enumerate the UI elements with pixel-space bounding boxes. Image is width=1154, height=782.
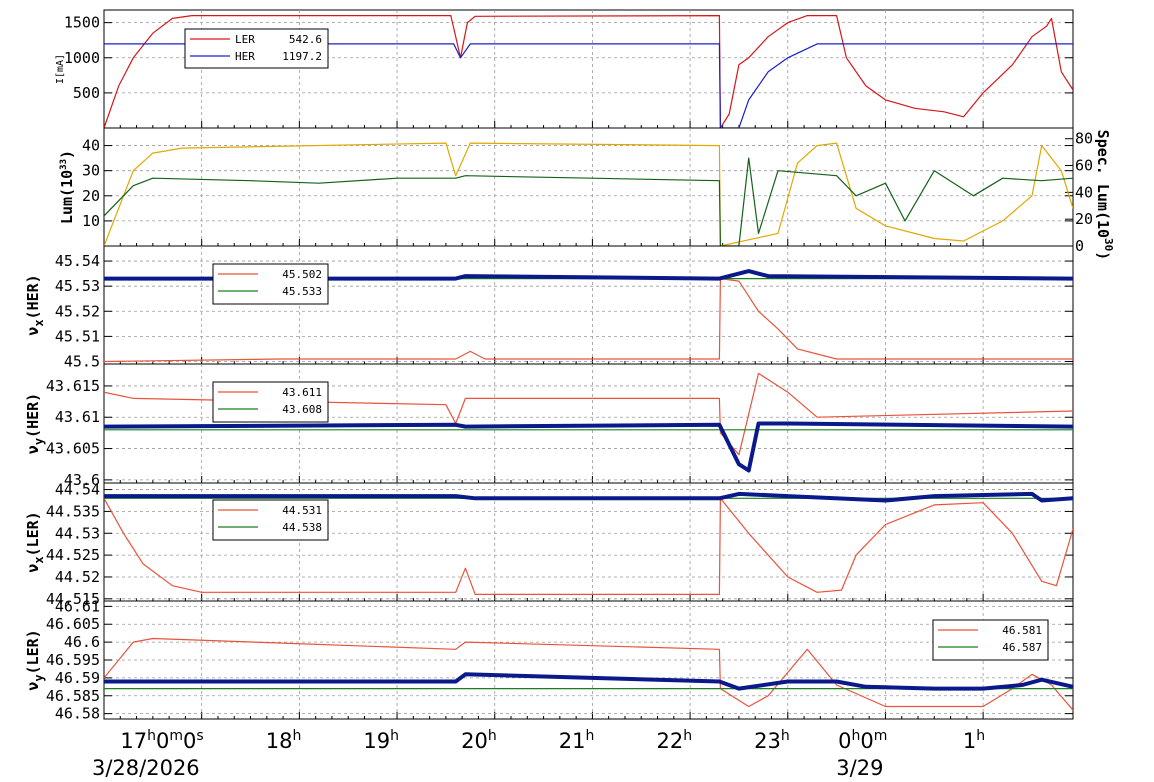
y-tick-label: 46.585 (46, 687, 100, 705)
y-axis-label: I[mA] (55, 54, 66, 84)
y-axis-label: νy(LER) (24, 629, 46, 690)
legend-value: 45.533 (282, 285, 322, 298)
y-tick-label: 45.52 (55, 302, 100, 320)
series-line-red (104, 497, 1073, 596)
y-axis-label: Lum(1033) (58, 150, 76, 224)
panel-1: 500 1000 1500 LER 542.6 HER 1197.2 I[mA] (55, 9, 1074, 129)
y2-axis-label: Spec. Lum(1030) (1094, 130, 1115, 261)
panel-4: 43.6 43.605 43.61 43.615 43.611 43.608 νy(HER) (24, 363, 1074, 489)
panel-3: 45.5 45.51 45.52 45.53 45.54 45.502 45.533 νx(H… (24, 245, 1074, 370)
series-line-red (104, 637, 1073, 711)
legend-value: 43.611 (282, 386, 322, 399)
legend-box (212, 263, 329, 305)
x-tick-label: 22h (656, 728, 692, 753)
panel-5: 44.515 44.52 44.525 44.53 44.535 44.54 44.531 4… (24, 481, 1074, 608)
legend-value: 46.581 (1002, 624, 1042, 637)
series-line-blue (104, 491, 1073, 503)
y-tick-label: 46.6 (64, 633, 100, 651)
legend-box (184, 28, 329, 69)
series-line-her (104, 43, 1073, 128)
series-line-spec-lum (104, 142, 1073, 246)
y-axis-label: νx(HER) (24, 274, 46, 335)
y-tick-label: 44.525 (46, 546, 100, 564)
y2-tick-label: 20 (1075, 210, 1093, 228)
y-tick-label: 10 (82, 212, 100, 230)
x-tick-label: 21h (559, 728, 595, 753)
panel-2: 10 20 30 40 0 20 40 60 80 Lum(1033) Spec. Lum(1030… (58, 127, 1115, 261)
y-tick-label: 44.535 (46, 502, 100, 520)
legend-name: HER (235, 50, 255, 63)
y2-tick-label: 40 (1075, 183, 1093, 201)
x-tick-label: 17h0m0s (120, 728, 203, 753)
y2-tick-label: 0 (1075, 237, 1084, 255)
legend-value: 44.538 (282, 521, 322, 534)
x-date-label: 3/29 (836, 756, 883, 780)
y-axis-label: νx(LER) (24, 511, 46, 572)
legend-value: 43.608 (282, 403, 322, 416)
x-tick-label: 0h0m (838, 728, 887, 753)
x-tick-label: 18h (266, 728, 302, 753)
x-tick-label: 23h (754, 728, 790, 753)
y-tick-label: 20 (82, 187, 100, 205)
y-tick-label: 46.595 (46, 651, 100, 669)
y-tick-label: 43.6 (64, 471, 100, 489)
y-tick-label: 44.515 (46, 590, 100, 608)
y-tick-label: 43.605 (46, 440, 100, 458)
legend-value: 46.587 (1002, 641, 1042, 654)
y-tick-label: 43.615 (46, 377, 100, 395)
y-tick-label: 45.53 (55, 277, 100, 295)
y-tick-label: 45.5 (64, 352, 100, 370)
series-line-blue (104, 672, 1073, 691)
series-line-ler (104, 15, 1073, 128)
y-tick-label: 1500 (64, 14, 100, 32)
y-tick-label: 46.61 (55, 597, 100, 615)
y-tick-label: 30 (82, 162, 100, 180)
legend-value: 45.502 (282, 268, 322, 281)
legend-name: LER (235, 33, 255, 46)
legend-box (212, 381, 329, 423)
legend-value: 542.6 (289, 33, 322, 46)
legend-box (932, 619, 1049, 661)
y2-tick-label: 80 (1075, 130, 1093, 148)
y-axis-label: νy(HER) (24, 393, 46, 454)
y-tick-label: 45.54 (55, 252, 100, 270)
y-tick-label: 46.605 (46, 615, 100, 633)
y-tick-label: 500 (73, 84, 100, 102)
y-tick-label: 46.58 (55, 705, 100, 723)
series-line-red (104, 372, 1073, 456)
y-tick-label: 1000 (64, 49, 100, 67)
series-line-blue (104, 421, 1073, 473)
series-line-blue (104, 269, 1073, 281)
y-tick-label: 44.53 (55, 524, 100, 542)
y-tick-label: 46.59 (55, 669, 100, 687)
y-tick-label: 40 (82, 137, 100, 155)
x-tick-label: 19h (363, 728, 399, 753)
x-date-label: 3/28/2026 (92, 756, 200, 780)
series-line-lum (104, 157, 1073, 246)
legend-box (212, 499, 329, 541)
y-tick-label: 45.51 (55, 327, 100, 345)
x-tick-label: 1h (963, 728, 985, 753)
legend-value: 44.531 (282, 504, 322, 517)
y2-tick-label: 60 (1075, 157, 1093, 175)
y-tick-label: 43.61 (55, 408, 100, 426)
x-tick-label: 20h (461, 728, 497, 753)
y-tick-label: 44.52 (55, 568, 100, 586)
legend-value: 1197.2 (282, 50, 322, 63)
y-tick-label: 44.54 (55, 481, 100, 499)
